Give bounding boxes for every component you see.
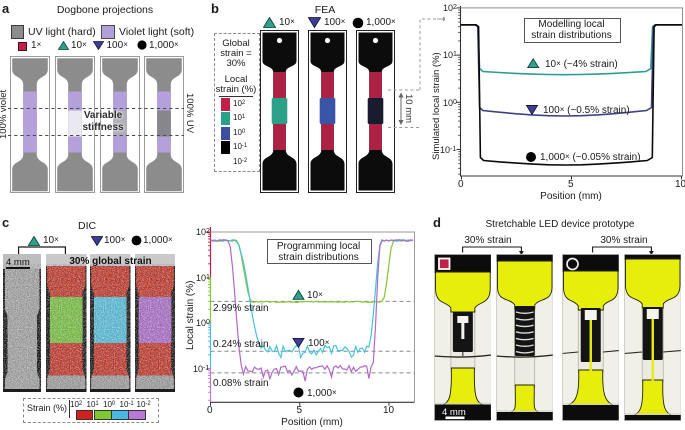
svg-text:4 mm: 4 mm: [442, 407, 466, 418]
